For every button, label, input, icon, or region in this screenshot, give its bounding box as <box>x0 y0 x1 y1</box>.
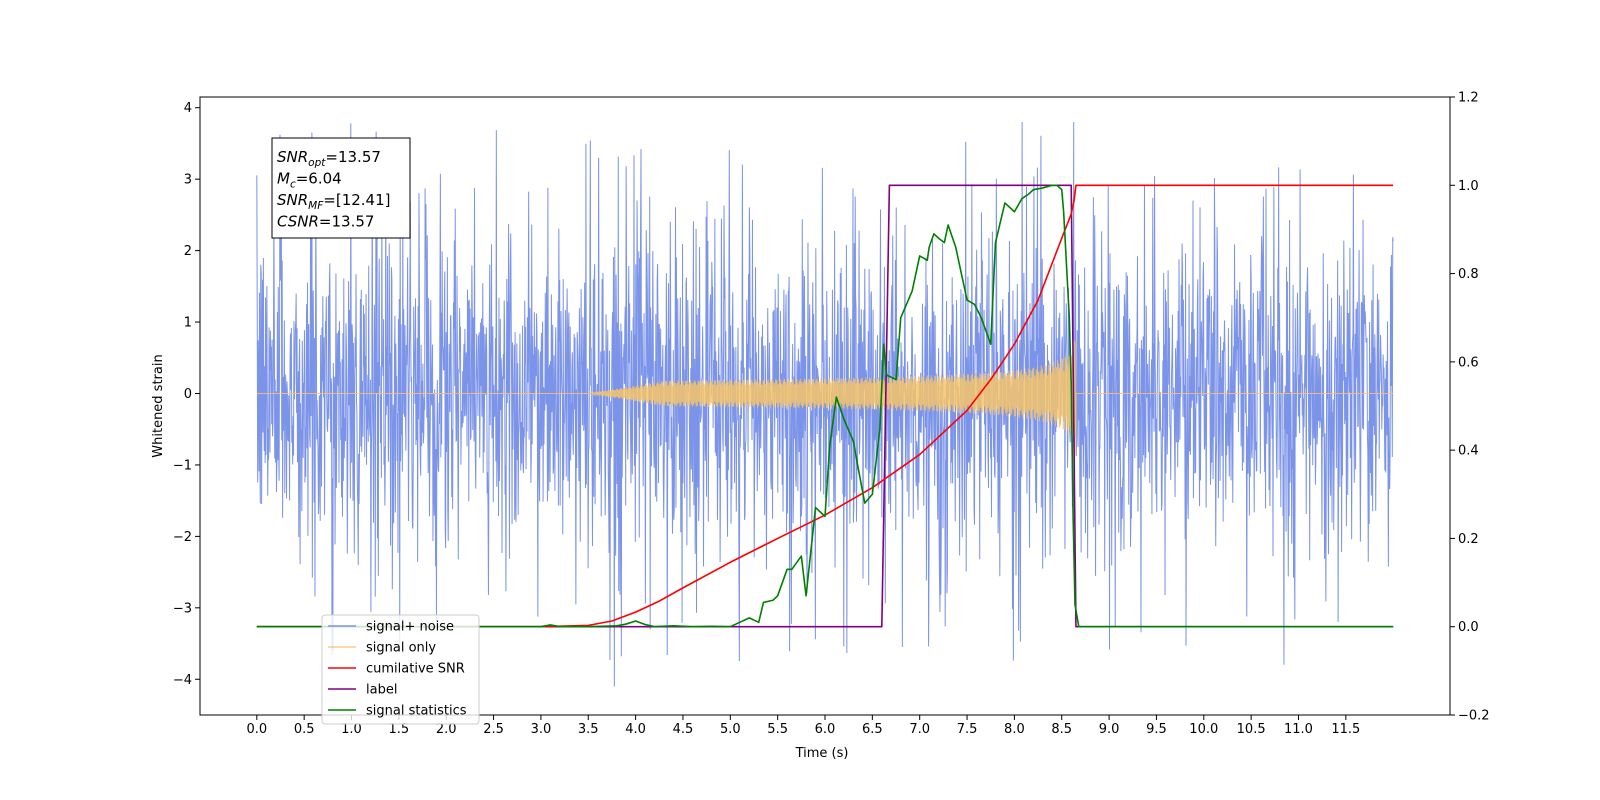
y-right-tick-label: 0.0 <box>1458 620 1479 635</box>
x-tick-label: 3.5 <box>578 722 599 737</box>
x-tick-label: 9.5 <box>1146 722 1167 737</box>
x-tick-label: 10.0 <box>1189 722 1218 737</box>
y-tick-label: −2 <box>173 530 192 545</box>
right-axis-series <box>256 184 1394 628</box>
x-tick-label: 0.0 <box>246 722 267 737</box>
y-tick-label: 2 <box>184 244 192 259</box>
series-signal-noise <box>256 122 1394 687</box>
snr-annotation-box: SNRopt=13.57Mc=6.04SNRMF=[12.41]CSNR=13.… <box>271 137 411 239</box>
legend: signal+ noise signal only cumilative SNR la… <box>321 614 480 725</box>
x-tick-label: 11.5 <box>1331 722 1360 737</box>
y-right-tick-label: 1.2 <box>1458 91 1479 106</box>
x-tick-label: 5.5 <box>767 722 788 737</box>
y-tick-label: 4 <box>184 101 192 116</box>
series-signal-statistics-line <box>256 184 1394 628</box>
x-tick-label: 7.5 <box>957 722 978 737</box>
annotation-line: CSNR=13.57 <box>277 213 374 231</box>
x-tick-label: 5.0 <box>720 722 741 737</box>
x-tick-label: 4.5 <box>673 722 694 737</box>
x-tick-label: 4.0 <box>625 722 646 737</box>
legend-label: signal only <box>366 641 436 656</box>
y-right-tick-label: 0.8 <box>1458 267 1479 282</box>
y-tick-label: −1 <box>173 458 192 473</box>
x-tick-label: 1.0 <box>341 722 362 737</box>
x-tick-label: 6.5 <box>862 722 883 737</box>
y-tick-label: −4 <box>173 673 192 688</box>
y-axis-left: −4 −3 −2 −1 0 1 2 3 4 <box>173 101 200 688</box>
y-tick-label: 0 <box>184 387 192 402</box>
x-tick-label: 2.5 <box>483 722 504 737</box>
series-cumilative-snr-line <box>256 184 1394 628</box>
annotation-line: Mc=6.04 <box>277 170 342 191</box>
legend-label: cumilative SNR <box>366 662 465 677</box>
noise-trace <box>256 122 1394 687</box>
y-tick-label: 1 <box>184 316 192 331</box>
y-tick-label: 3 <box>184 173 192 188</box>
y-axis-label: Whitened strain <box>151 354 166 457</box>
y-axis-right: −0.2 0.0 0.2 0.4 0.6 0.8 1.0 1.2 <box>1450 91 1490 724</box>
x-tick-label: 7.0 <box>909 722 930 737</box>
x-tick-label: 11.0 <box>1284 722 1313 737</box>
y-right-tick-label: 0.6 <box>1458 355 1479 370</box>
legend-label: label <box>366 683 397 698</box>
y-tick-label: −3 <box>173 601 192 616</box>
x-tick-label: 6.0 <box>815 722 836 737</box>
x-tick-label: 10.5 <box>1237 722 1266 737</box>
annotation-line: SNRopt=13.57 <box>277 148 381 169</box>
y-right-tick-label: 0.4 <box>1458 444 1479 459</box>
series-signal-only <box>256 339 1394 456</box>
x-axis: 0.0 0.5 1.0 1.5 2.0 2.5 3.0 3.5 4.0 4.5 5.0 5.5 6.0 6… <box>246 715 1360 737</box>
x-tick-label: 1.5 <box>389 722 410 737</box>
legend-frame <box>321 614 480 725</box>
x-tick-label: 8.0 <box>1004 722 1025 737</box>
x-tick-label: 9.0 <box>1099 722 1120 737</box>
annotation-line: SNRMF=[12.41] <box>277 191 391 212</box>
x-tick-label: 3.0 <box>531 722 552 737</box>
x-tick-label: 8.5 <box>1051 722 1072 737</box>
x-tick-label: 0.5 <box>294 722 315 737</box>
legend-label: signal+ noise <box>366 620 454 635</box>
x-axis-label: Time (s) <box>795 746 849 761</box>
chirp-trace <box>256 339 1394 456</box>
y-right-tick-label: 1.0 <box>1458 179 1479 194</box>
y-right-tick-label: 0.2 <box>1458 532 1479 547</box>
x-tick-label: 2.0 <box>436 722 457 737</box>
legend-label: signal statistics <box>366 704 467 719</box>
y-right-tick-label: −0.2 <box>1458 709 1490 724</box>
